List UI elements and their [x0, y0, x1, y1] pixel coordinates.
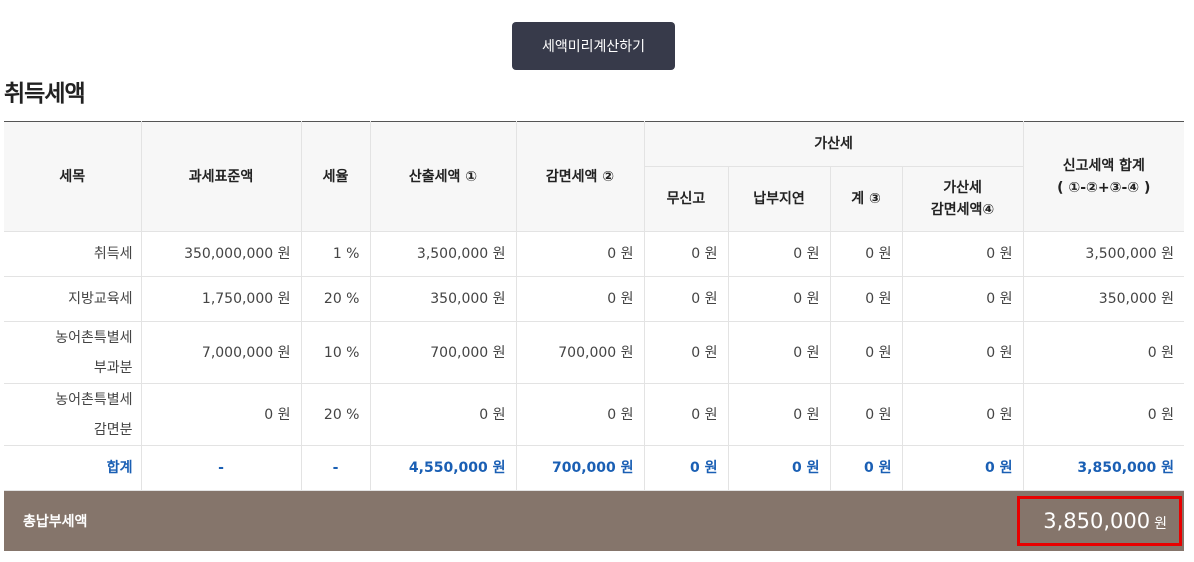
- total-payment-bar: 총납부세액 3,850,000 원: [4, 491, 1184, 551]
- header-tax-item: 세목: [4, 121, 142, 232]
- header-calculated-tax: 산출세액 ①: [369, 121, 517, 232]
- row-tax-base: 1,750,000 원: [140, 276, 302, 322]
- table-row: 농어촌특별세 감면분 0 원 20 % 0 원 0 원 0 원 0 원 0 원 …: [4, 383, 1185, 446]
- row-tax-item-line2: 부과분: [93, 359, 133, 376]
- row-tax-rate: 20 %: [300, 276, 371, 322]
- row-penalty-sum: 0 원: [829, 383, 903, 446]
- total-reduced-tax: 700,000 원: [515, 445, 645, 491]
- row-tax-rate: 10 %: [300, 321, 371, 384]
- header-penalty-reduction-line1: 가산세: [943, 180, 982, 196]
- total-late-payment: 0 원: [727, 445, 831, 491]
- header-tax-base: 과세표준액: [140, 121, 302, 232]
- header-reported-total-line1: 신고세액 합계: [1062, 157, 1145, 174]
- total-reported-total: 3,850,000 원: [1022, 445, 1185, 491]
- header-tax-rate: 세율: [300, 121, 371, 232]
- row-tax-item: 취득세: [4, 231, 142, 277]
- row-tax-item-line1: 농어촌특별세: [55, 329, 133, 346]
- row-tax-item: 지방교육세: [4, 276, 142, 322]
- row-tax-item: 농어촌특별세 부과분: [4, 321, 142, 384]
- row-tax-item-line1: 농어촌특별세: [55, 391, 133, 408]
- table-row: 취득세 350,000,000 원 1 % 3,500,000 원 0 원 0 …: [4, 231, 1185, 277]
- total-tax-base: -: [140, 445, 302, 491]
- header-penalty-group: 가산세: [643, 121, 1024, 167]
- row-penalty-sum: 0 원: [829, 276, 903, 322]
- total-payment-unit: 원: [1154, 515, 1167, 532]
- row-tax-base: 7,000,000 원: [140, 321, 302, 384]
- row-calculated-tax: 700,000 원: [369, 321, 517, 384]
- row-tax-rate: 20 %: [300, 383, 371, 446]
- tax-table: 세목 과세표준액 세율 산출세액 ① 감면세액 ② 가산세 신고세액 합계 ( …: [4, 121, 1185, 491]
- row-late-payment: 0 원: [727, 231, 831, 277]
- row-calculated-tax: 3,500,000 원: [369, 231, 517, 277]
- row-reduced-tax: 0 원: [515, 231, 645, 277]
- row-reported-total: 0 원: [1022, 321, 1185, 384]
- row-late-payment: 0 원: [727, 321, 831, 384]
- row-tax-item-line2: 감면분: [93, 421, 133, 438]
- row-reported-total: 3,500,000 원: [1022, 231, 1185, 277]
- row-tax-base: 350,000,000 원: [140, 231, 302, 277]
- row-calculated-tax: 0 원: [369, 383, 517, 446]
- row-penalty-sum: 0 원: [829, 321, 903, 384]
- row-reported-total: 350,000 원: [1022, 276, 1185, 322]
- header-penalty-reduction: 가산세 감면세액④: [901, 166, 1024, 232]
- total-payment-amount: 3,850,000: [1043, 509, 1151, 533]
- table-row: 농어촌특별세 부과분 7,000,000 원 10 % 700,000 원 70…: [4, 321, 1185, 384]
- total-payment-highlight: 3,850,000 원: [1017, 496, 1182, 546]
- row-penalty-reduction: 0 원: [901, 383, 1024, 446]
- table-row: 지방교육세 1,750,000 원 20 % 350,000 원 0 원 0 원…: [4, 276, 1185, 322]
- row-no-report: 0 원: [643, 383, 729, 446]
- row-no-report: 0 원: [643, 321, 729, 384]
- row-tax-base: 0 원: [140, 383, 302, 446]
- row-penalty-reduction: 0 원: [901, 231, 1024, 277]
- row-late-payment: 0 원: [727, 383, 831, 446]
- header-penalty-sum: 계 ③: [829, 166, 903, 232]
- row-reported-total: 0 원: [1022, 383, 1185, 446]
- header-reported-total: 신고세액 합계 ( ①-②+③-④ ): [1022, 121, 1185, 232]
- row-reduced-tax: 0 원: [515, 383, 645, 446]
- total-penalty-reduction: 0 원: [901, 445, 1024, 491]
- header-reported-total-line2: ( ①-②+③-④ ): [1057, 179, 1151, 196]
- row-calculated-tax: 350,000 원: [369, 276, 517, 322]
- total-no-report: 0 원: [643, 445, 729, 491]
- total-payment-label: 총납부세액: [23, 514, 88, 530]
- total-penalty-sum: 0 원: [829, 445, 903, 491]
- total-tax-rate: -: [300, 445, 371, 491]
- row-no-report: 0 원: [643, 231, 729, 277]
- total-calculated-tax: 4,550,000 원: [369, 445, 517, 491]
- row-tax-item: 농어촌특별세 감면분: [4, 383, 142, 446]
- row-no-report: 0 원: [643, 276, 729, 322]
- row-penalty-reduction: 0 원: [901, 321, 1024, 384]
- row-tax-rate: 1 %: [300, 231, 371, 277]
- total-label: 합계: [4, 445, 142, 491]
- header-reduced-tax: 감면세액 ②: [515, 121, 645, 232]
- header-no-report: 무신고: [644, 166, 729, 232]
- section-title: 취득세액: [4, 81, 86, 107]
- row-reduced-tax: 0 원: [515, 276, 645, 322]
- tax-precalc-button[interactable]: 세액미리계산하기: [512, 22, 675, 70]
- row-late-payment: 0 원: [727, 276, 831, 322]
- total-row: 합계 - - 4,550,000 원 700,000 원 0 원 0 원 0 원…: [4, 445, 1185, 491]
- row-penalty-sum: 0 원: [829, 231, 903, 277]
- header-penalty-reduction-line2: 감면세액④: [930, 202, 995, 218]
- row-penalty-reduction: 0 원: [901, 276, 1024, 322]
- header-late-payment: 납부지연: [727, 166, 831, 232]
- row-reduced-tax: 700,000 원: [515, 321, 645, 384]
